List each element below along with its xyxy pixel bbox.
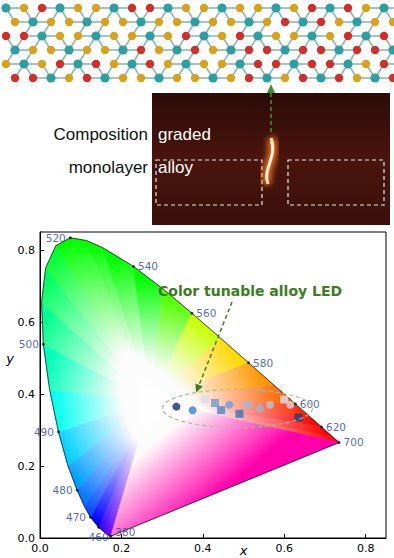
- svg-text:0.2: 0.2: [113, 542, 131, 555]
- svg-text:0.6: 0.6: [275, 542, 293, 555]
- svg-text:0.0: 0.0: [31, 542, 49, 555]
- svg-text:y: y: [5, 351, 14, 366]
- svg-text:0.4: 0.4: [194, 542, 212, 555]
- svg-text:480: 480: [53, 484, 73, 496]
- svg-text:0.6: 0.6: [18, 316, 36, 329]
- svg-text:540: 540: [138, 260, 158, 272]
- svg-text:Color tunable alloy LED: Color tunable alloy LED: [158, 283, 342, 299]
- svg-text:0.8: 0.8: [357, 542, 375, 555]
- svg-text:x: x: [239, 543, 248, 558]
- svg-text:Composition: Composition: [54, 125, 149, 144]
- svg-text:0.8: 0.8: [18, 244, 36, 257]
- svg-text:0.2: 0.2: [18, 460, 36, 473]
- svg-text:600: 600: [299, 397, 320, 410]
- svg-text:0.0: 0.0: [17, 531, 35, 545]
- svg-text:620: 620: [326, 421, 346, 433]
- svg-text:380: 380: [115, 526, 135, 538]
- svg-text:470: 470: [66, 511, 86, 523]
- svg-text:graded: graded: [158, 125, 211, 144]
- svg-text:0.4: 0.4: [18, 388, 36, 401]
- svg-text:490: 490: [34, 426, 54, 438]
- svg-text:460: 460: [89, 531, 109, 543]
- svg-text:520: 520: [46, 232, 66, 244]
- svg-text:monolayer: monolayer: [69, 158, 149, 177]
- svg-text:560: 560: [196, 307, 216, 319]
- svg-text:alloy: alloy: [158, 158, 193, 177]
- svg-text:500: 500: [19, 338, 39, 350]
- svg-text:580: 580: [253, 357, 273, 369]
- svg-text:700: 700: [344, 436, 364, 448]
